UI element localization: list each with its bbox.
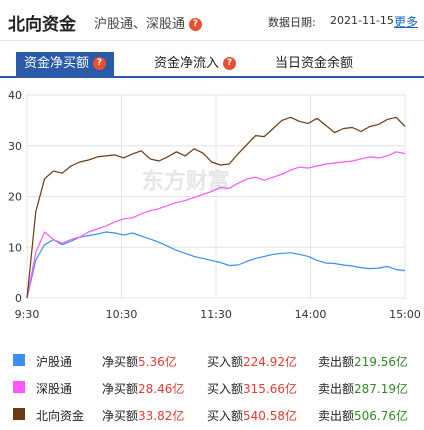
line-chart: 东方财富 0 10 20 30 40 9:30 10:30 11:30 14:00 15:00 — [8, 89, 421, 321]
net-value: 28.46亿 — [138, 382, 185, 396]
legend-sell: 卖出额506.76亿 — [318, 407, 408, 424]
tab-net-buy[interactable]: 资金净买额? — [16, 52, 115, 76]
date-label: 数据日期: — [268, 16, 316, 29]
legend-sell: 卖出额287.19亿 — [318, 380, 408, 397]
sell-value: 219.56亿 — [354, 355, 409, 369]
y-axis: 0 10 20 30 40 — [8, 89, 22, 305]
page-title: 北向资金 — [8, 15, 76, 35]
legend-buy: 买入额224.92亿 — [207, 353, 297, 370]
x-tick-label: 11:30 — [200, 308, 232, 321]
tab-net-inflow[interactable]: 资金净流入? — [154, 52, 237, 76]
sell-label: 卖出额 — [318, 382, 355, 396]
buy-value: 540.58亿 — [243, 409, 298, 423]
tab-bar: 资金净买额? 资金净流入? 当日资金余额 — [0, 52, 424, 78]
date-value: 2021-11-15 — [330, 14, 394, 27]
legend-row-sz: 深股通 净买额28.46亿 买入额315.66亿 卖出额287.19亿 — [0, 375, 424, 399]
legend-name: 北向资金 — [36, 409, 85, 423]
y-tick-label: 0 — [15, 292, 22, 305]
legend-swatch — [13, 354, 25, 366]
legend-buy: 买入额540.58亿 — [207, 407, 297, 424]
legend-buy: 买入额315.66亿 — [207, 380, 297, 397]
legend-name: 沪股通 — [36, 355, 73, 369]
net-label: 净买额 — [102, 382, 139, 396]
tab-net-inflow-label: 资金净流入 — [154, 56, 220, 71]
help-icon[interactable]: ? — [223, 57, 237, 70]
buy-label: 买入额 — [207, 355, 244, 369]
y-tick-label: 20 — [8, 191, 22, 204]
sell-label: 卖出额 — [318, 355, 355, 369]
net-label: 净买额 — [102, 355, 139, 369]
buy-label: 买入额 — [207, 382, 244, 396]
help-icon[interactable]: ? — [93, 57, 107, 70]
y-tick-label: 10 — [8, 241, 22, 254]
y-tick-label: 30 — [8, 140, 22, 153]
tab-balance[interactable]: 当日资金余额 — [275, 52, 353, 76]
tab-underline — [0, 76, 424, 78]
buy-label: 买入额 — [207, 409, 244, 423]
more-link[interactable]: 更多 — [394, 15, 419, 29]
buy-value: 315.66亿 — [243, 382, 298, 396]
watermark: 东方财富 — [142, 168, 230, 194]
x-tick-label: 15:00 — [389, 308, 421, 321]
series-layer — [26, 116, 406, 299]
subtitle: 沪股通、深股通? — [94, 13, 203, 32]
legend-swatch — [13, 381, 25, 393]
sell-value: 287.19亿 — [354, 382, 409, 396]
tab-balance-label: 当日资金余额 — [275, 56, 354, 71]
x-tick-label: 14:00 — [295, 308, 327, 321]
legend-sell: 卖出额219.56亿 — [318, 353, 408, 370]
legend-net: 净买额5.36亿 — [102, 353, 177, 370]
y-tick-label: 40 — [8, 89, 22, 102]
sell-value: 506.76亿 — [354, 409, 409, 423]
legend-net: 净买额28.46亿 — [102, 380, 184, 397]
sell-label: 卖出额 — [318, 409, 355, 423]
series-line-北向资金 — [26, 116, 406, 299]
net-label: 净买额 — [102, 409, 139, 423]
x-axis: 9:30 10:30 11:30 14:00 15:00 — [15, 308, 421, 321]
header: 北向资金 沪股通、深股通? 数据日期: 2021-11-15 更多 — [0, 0, 424, 41]
series-line-深股通 — [26, 151, 406, 299]
legend-net: 净买额33.82亿 — [102, 407, 184, 424]
buy-value: 224.92亿 — [243, 355, 298, 369]
legend-row-sh: 沪股通 净买额5.36亿 买入额224.92亿 卖出额219.56亿 — [0, 348, 424, 372]
legend-swatch — [13, 408, 25, 420]
series-line-沪股通 — [26, 231, 406, 299]
chart-grid — [26, 94, 406, 299]
net-value: 5.36亿 — [138, 355, 177, 369]
legend-name: 深股通 — [36, 382, 73, 396]
tab-net-buy-label: 资金净买额 — [24, 56, 90, 71]
help-icon[interactable]: ? — [189, 18, 203, 31]
x-tick-label: 9:30 — [15, 308, 40, 321]
legend-row-north: 北向资金 净买额33.82亿 买入额540.58亿 卖出额506.76亿 — [0, 402, 424, 426]
x-tick-label: 10:30 — [106, 308, 138, 321]
subtitle-text: 沪股通、深股通 — [94, 17, 186, 32]
net-value: 33.82亿 — [138, 409, 185, 423]
